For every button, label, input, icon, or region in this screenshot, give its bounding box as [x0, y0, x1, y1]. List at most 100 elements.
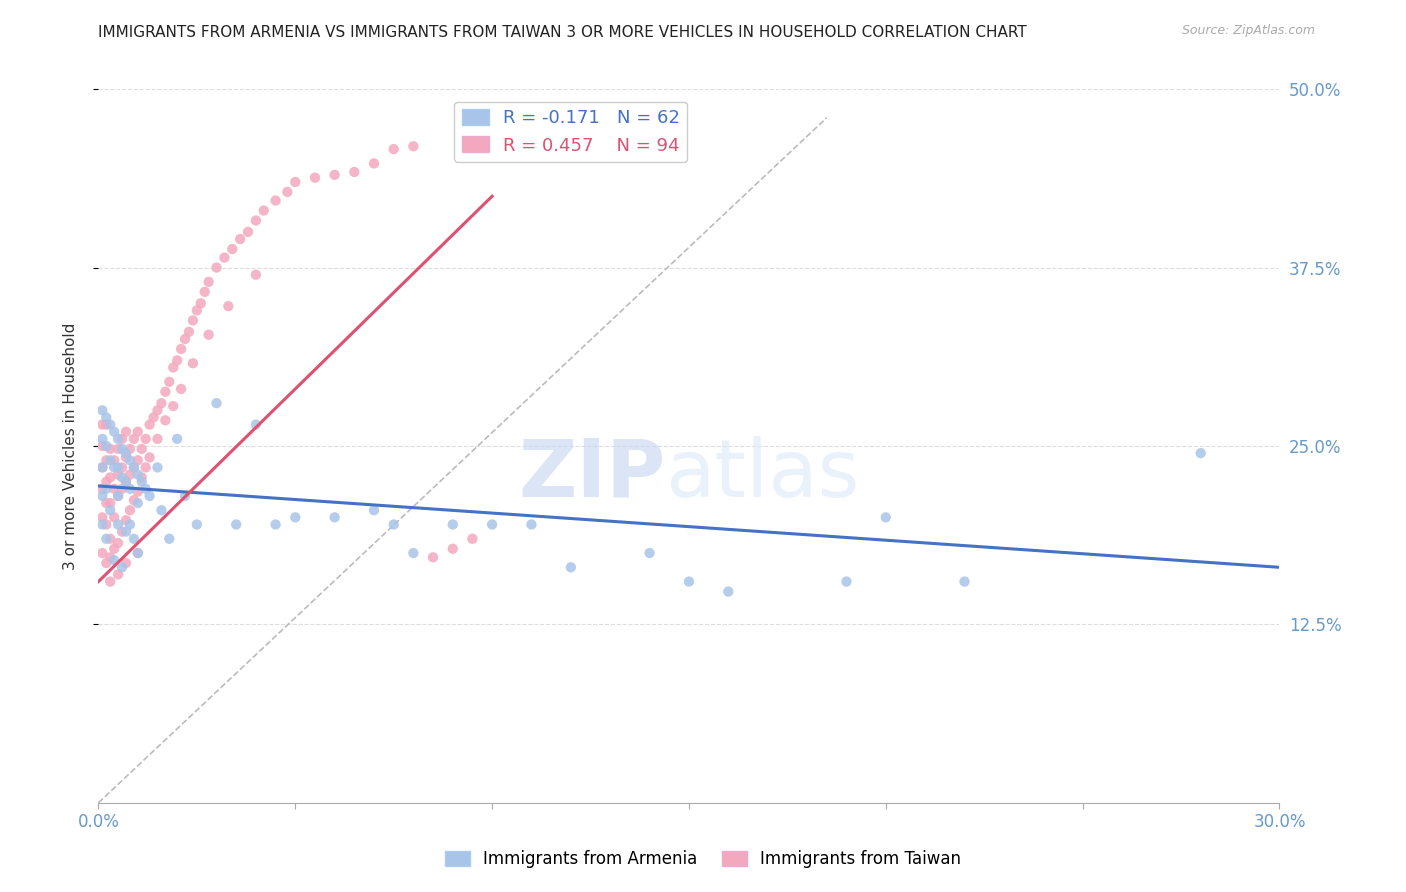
Point: [138, 450, 160, 465]
Point: [107, 442, 129, 456]
Point: [264, 517, 287, 532]
Point: [122, 432, 145, 446]
Point: [142, 410, 165, 425]
Point: [323, 168, 346, 182]
Text: ZIP: ZIP: [517, 435, 665, 514]
Point: [103, 541, 125, 556]
Point: [135, 460, 157, 475]
Point: [170, 342, 193, 356]
Point: [422, 550, 444, 565]
Point: [107, 517, 129, 532]
Point: [96, 517, 118, 532]
Text: Source: ZipAtlas.com: Source: ZipAtlas.com: [1181, 24, 1315, 37]
Point: [131, 470, 153, 484]
Point: [382, 517, 405, 532]
Point: [174, 489, 197, 503]
Point: [245, 417, 267, 432]
Point: [91, 403, 114, 417]
Point: [217, 299, 239, 313]
Point: [91, 517, 114, 532]
Point: [103, 482, 125, 496]
Point: [91, 489, 114, 503]
Point: [229, 232, 252, 246]
Point: [441, 517, 464, 532]
Point: [138, 417, 160, 432]
Point: [107, 567, 129, 582]
Point: [103, 425, 125, 439]
Point: [402, 546, 425, 560]
Point: [115, 475, 138, 489]
Point: [245, 213, 267, 227]
Point: [98, 574, 121, 589]
Point: [214, 251, 236, 265]
Point: [560, 560, 582, 574]
Point: [127, 453, 149, 467]
Point: [131, 475, 153, 489]
Point: [166, 432, 188, 446]
Point: [103, 553, 125, 567]
Point: [157, 375, 180, 389]
Point: [111, 560, 134, 574]
Point: [96, 410, 118, 425]
Point: [118, 442, 141, 456]
Point: [323, 510, 346, 524]
Point: [96, 532, 118, 546]
Point: [205, 396, 228, 410]
Point: [197, 327, 219, 342]
Point: [150, 396, 173, 410]
Point: [118, 503, 141, 517]
Point: [150, 503, 173, 517]
Point: [111, 432, 134, 446]
Point: [441, 541, 464, 556]
Y-axis label: 3 or more Vehicles in Household: 3 or more Vehicles in Household: [63, 322, 77, 570]
Point: [103, 510, 125, 524]
Point: [186, 517, 208, 532]
Point: [107, 467, 129, 482]
Point: [96, 439, 118, 453]
Point: [98, 453, 121, 467]
Point: [98, 417, 121, 432]
Point: [186, 303, 208, 318]
Point: [146, 432, 169, 446]
Point: [115, 446, 138, 460]
Point: [1189, 446, 1212, 460]
Legend: R = -0.171   N = 62, R = 0.457    N = 94: R = -0.171 N = 62, R = 0.457 N = 94: [454, 102, 688, 161]
Point: [197, 275, 219, 289]
Point: [111, 442, 134, 456]
Point: [107, 460, 129, 475]
Point: [96, 453, 118, 467]
Point: [91, 510, 114, 524]
Point: [118, 467, 141, 482]
Point: [638, 546, 661, 560]
Point: [835, 574, 858, 589]
Point: [107, 489, 129, 503]
Point: [98, 532, 121, 546]
Point: [107, 432, 129, 446]
Point: [146, 460, 169, 475]
Point: [103, 453, 125, 467]
Point: [363, 156, 385, 170]
Point: [194, 285, 217, 299]
Point: [135, 482, 157, 496]
Point: [115, 513, 138, 527]
Point: [181, 356, 204, 370]
Point: [98, 470, 121, 484]
Point: [118, 482, 141, 496]
Point: [127, 484, 149, 499]
Point: [481, 517, 503, 532]
Point: [717, 584, 740, 599]
Point: [127, 546, 149, 560]
Point: [276, 185, 298, 199]
Point: [107, 489, 129, 503]
Point: [91, 432, 114, 446]
Point: [98, 442, 121, 456]
Point: [138, 489, 160, 503]
Point: [96, 496, 118, 510]
Text: IMMIGRANTS FROM ARMENIA VS IMMIGRANTS FROM TAIWAN 3 OR MORE VEHICLES IN HOUSEHOL: IMMIGRANTS FROM ARMENIA VS IMMIGRANTS FR…: [98, 25, 1028, 40]
Point: [96, 475, 118, 489]
Point: [115, 556, 138, 570]
Point: [402, 139, 425, 153]
Point: [115, 450, 138, 465]
Point: [131, 442, 153, 456]
Point: [111, 482, 134, 496]
